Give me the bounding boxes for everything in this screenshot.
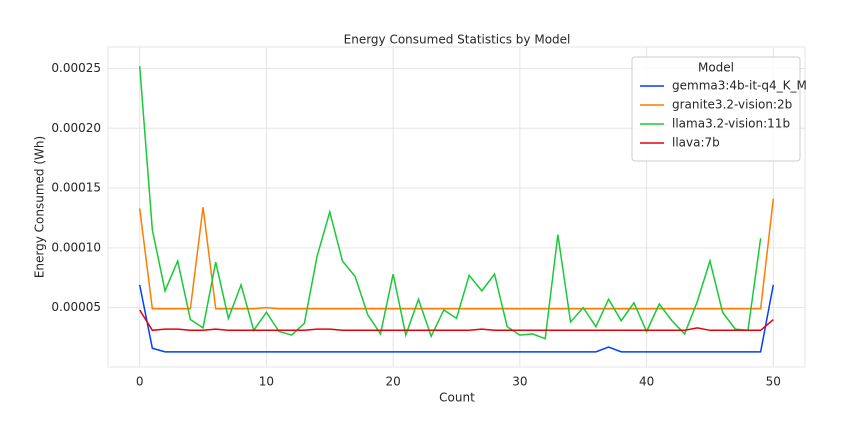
chart-title: Energy Consumed Statistics by Model: [344, 33, 571, 47]
x-tick-label: 50: [766, 375, 781, 389]
x-tick-label: 10: [259, 375, 274, 389]
x-axis-label: Count: [439, 391, 475, 405]
x-tick-label: 40: [639, 375, 654, 389]
legend-label: llava:7b: [672, 136, 720, 150]
y-tick-label: 0.00005: [51, 300, 101, 314]
line-series: [138, 66, 762, 340]
x-tick-label: 0: [136, 375, 144, 389]
line-series: [138, 198, 775, 310]
legend: Model gemma3:4b-it-q4_K_M granite3.2-visio…: [631, 56, 807, 162]
legend-title: Model: [698, 61, 734, 75]
line-series: [139, 309, 774, 332]
legend-label: llama3.2-vision:11b: [672, 117, 790, 131]
y-tick-label: 0.00010: [51, 240, 101, 254]
y-tick-label: 0.00020: [51, 121, 101, 135]
y-axis-label: Energy Consumed (Wh): [33, 136, 47, 278]
x-tick-label: 30: [512, 375, 527, 389]
legend-label: granite3.2-vision:2b: [672, 98, 792, 112]
line-series: [138, 284, 775, 353]
plot-frame: [107, 46, 806, 368]
y-tick-label: 0.00015: [51, 181, 101, 195]
y-tick-label: 0.00025: [51, 61, 101, 75]
legend-label: gemma3:4b-it-q4_K_M: [672, 79, 807, 93]
legend-box: [631, 56, 801, 162]
x-tick-label: 20: [385, 375, 400, 389]
